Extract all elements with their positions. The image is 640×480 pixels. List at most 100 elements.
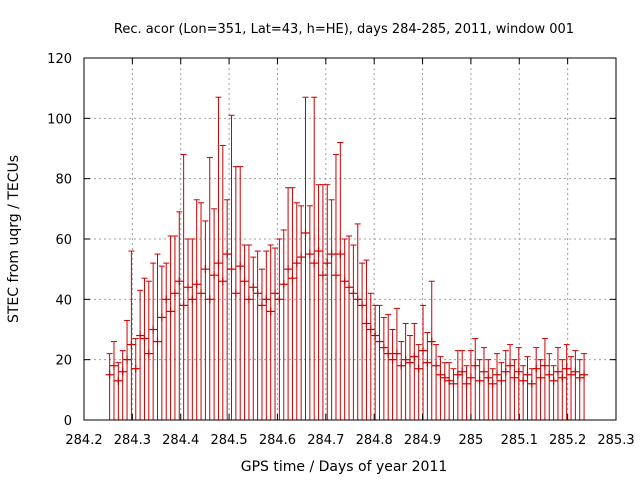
data-point — [323, 184, 332, 420]
data-point — [288, 187, 297, 420]
data-point — [414, 344, 423, 420]
data-point — [131, 338, 140, 420]
data-point — [475, 359, 484, 420]
x-tick-label: 284.6 — [259, 433, 296, 448]
data-point — [567, 356, 576, 420]
data-point — [514, 347, 523, 420]
data-point — [427, 280, 436, 420]
data-point — [501, 350, 510, 420]
data-point — [519, 365, 528, 420]
data-point — [466, 350, 475, 420]
data-point — [449, 368, 458, 420]
data-point — [392, 307, 401, 420]
data-point — [179, 154, 188, 420]
y-tick-label: 40 — [55, 293, 72, 308]
data-point — [214, 96, 223, 420]
x-tick-label: 284.8 — [356, 433, 393, 448]
data-point — [510, 359, 519, 420]
y-tick-label: 100 — [47, 112, 72, 127]
data-point — [580, 353, 589, 420]
data-point — [105, 353, 114, 420]
data-point — [149, 262, 158, 420]
y-axis-label: STEC from uqrg / TECUs — [6, 155, 22, 323]
axis-ticks: 0 20 40 60 80 100 120 284.2 284.3 284.4 284.5 284.6… — [47, 52, 634, 448]
data-point — [366, 292, 375, 420]
data-point — [162, 262, 171, 420]
data-point — [423, 332, 432, 420]
data-point — [227, 114, 236, 420]
data-point — [397, 341, 406, 420]
x-tick-label: 284.7 — [307, 433, 344, 448]
data-point — [488, 368, 497, 420]
x-tick-label: 284.3 — [114, 433, 151, 448]
data-point — [136, 289, 145, 420]
data-point — [327, 199, 336, 420]
data-point — [157, 265, 166, 420]
data-point — [571, 350, 580, 420]
data-point — [497, 362, 506, 420]
data-point — [336, 141, 345, 420]
data-point — [118, 350, 127, 420]
x-axis-label: GPS time / Days of year 2011 — [241, 459, 448, 475]
data-point — [562, 344, 571, 420]
data-point — [297, 205, 306, 420]
data-point — [144, 280, 153, 420]
data-point — [249, 256, 258, 420]
data-point — [183, 238, 192, 420]
x-tick-label: 285 — [458, 433, 483, 448]
data-point — [197, 202, 206, 420]
data-point — [479, 347, 488, 420]
data-point — [506, 344, 515, 420]
data-point — [140, 277, 149, 420]
data-point — [114, 362, 123, 420]
data-point — [266, 244, 275, 420]
data-point — [410, 322, 419, 420]
data-point — [553, 347, 562, 420]
data-point — [109, 341, 118, 420]
data-point — [210, 208, 219, 420]
data-point — [371, 304, 380, 420]
data-point — [558, 359, 567, 420]
data-point — [223, 199, 232, 420]
data-point — [153, 253, 162, 420]
data-point — [262, 250, 271, 420]
data-point — [188, 238, 197, 420]
data-point — [523, 356, 532, 420]
data-point — [340, 238, 349, 420]
data-point — [275, 238, 284, 420]
data-point — [545, 353, 554, 420]
data-point — [379, 316, 388, 420]
data-point — [401, 322, 410, 420]
y-tick-label: 0 — [64, 414, 72, 429]
x-tick-label: 285.1 — [501, 433, 538, 448]
data-point — [532, 347, 541, 420]
data-point — [201, 220, 210, 420]
y-tick-label: 60 — [55, 233, 72, 248]
data-point — [205, 157, 214, 420]
data-point — [279, 229, 288, 420]
x-tick-label: 284.2 — [65, 433, 102, 448]
data-point — [127, 250, 136, 420]
data-point — [331, 154, 340, 420]
data-point — [436, 356, 445, 420]
data-point — [310, 96, 319, 420]
data-point — [375, 304, 384, 420]
chart-title: Rec. acor (Lon=351, Lat=43, h=HE), days … — [114, 22, 574, 37]
x-tick-label: 284.9 — [404, 433, 441, 448]
data-point — [253, 250, 262, 420]
data-point — [123, 319, 132, 420]
data-point — [405, 335, 414, 420]
data-point — [170, 235, 179, 420]
data-point — [462, 365, 471, 420]
y-tick-label: 20 — [55, 354, 72, 369]
data-point — [388, 329, 397, 420]
data-point — [458, 350, 467, 420]
data-point — [305, 205, 314, 420]
data-series-stec — [105, 96, 589, 420]
data-point — [432, 344, 441, 420]
data-point — [419, 304, 428, 420]
data-point — [353, 223, 362, 420]
data-point — [192, 199, 201, 420]
